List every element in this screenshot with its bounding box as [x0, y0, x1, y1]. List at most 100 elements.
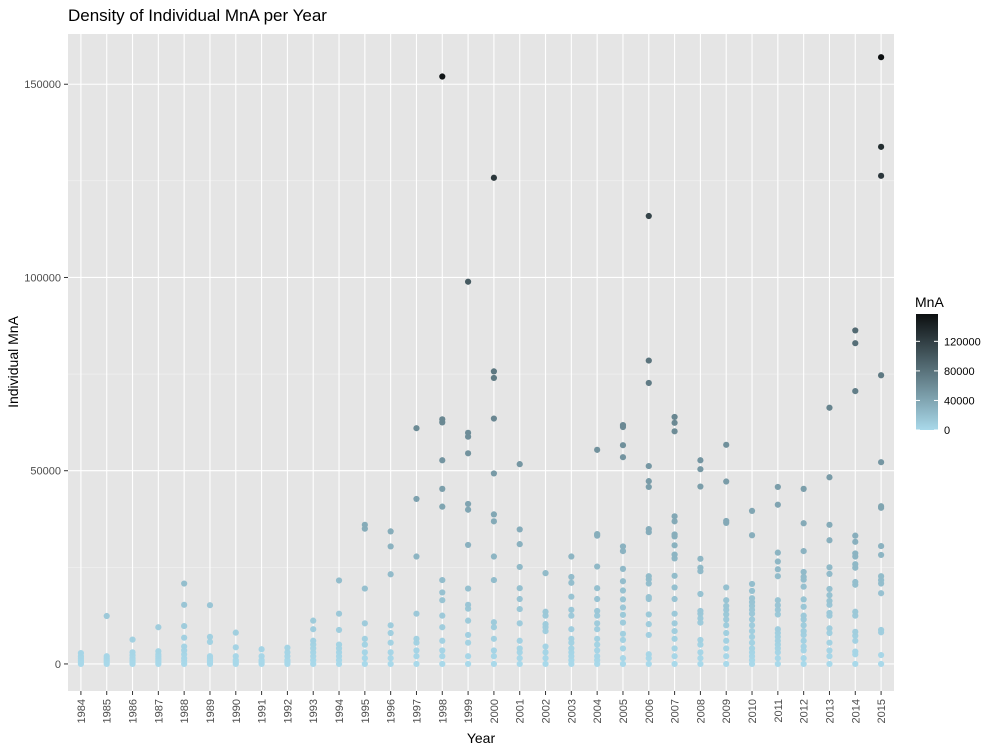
x-tick-label: 2013 — [824, 699, 836, 723]
data-point — [129, 649, 136, 656]
data-point — [774, 558, 781, 565]
x-tick-label: 2011 — [773, 699, 785, 723]
x-axis-ticks: 1984 1985 1986 1987 1988 1989 1990 1991 1992 1993… — [76, 691, 888, 723]
data-point — [619, 454, 627, 461]
data-point — [619, 565, 627, 572]
data-point — [723, 597, 730, 604]
data-point — [361, 641, 368, 648]
data-point — [852, 648, 859, 655]
data-point — [619, 543, 627, 550]
data-point — [568, 626, 575, 633]
data-point — [671, 428, 678, 435]
data-point — [490, 624, 498, 631]
legend-ticks: 0 40000 80000 120000 — [916, 336, 981, 437]
data-point — [464, 617, 472, 624]
x-tick-label: 2003 — [566, 699, 578, 723]
data-point — [387, 622, 394, 629]
data-point — [774, 655, 781, 662]
data-point — [464, 660, 472, 668]
data-point — [697, 555, 704, 562]
data-point — [826, 660, 833, 668]
data-point — [723, 441, 730, 448]
data-point — [232, 629, 239, 636]
data-point — [464, 601, 472, 608]
x-tick-label: 1998 — [437, 699, 449, 723]
data-point — [619, 587, 627, 594]
data-point — [774, 606, 781, 613]
data-point — [800, 627, 807, 635]
data-point — [671, 610, 678, 617]
data-point — [697, 649, 704, 656]
data-point — [516, 541, 523, 548]
data-point — [464, 500, 472, 508]
x-tick-label: 2006 — [644, 699, 656, 723]
data-point — [594, 446, 601, 453]
data-point — [413, 653, 420, 660]
data-point — [516, 461, 523, 468]
data-point — [413, 495, 420, 503]
y-axis-ticks: 0 50000 100000 150000 — [24, 79, 68, 671]
data-point — [645, 379, 652, 387]
data-point — [826, 609, 833, 617]
data-point — [826, 474, 833, 481]
data-point — [335, 610, 343, 617]
data-point — [258, 646, 265, 653]
data-point — [568, 593, 575, 600]
data-point — [800, 612, 807, 619]
data-point — [748, 633, 756, 640]
data-point — [774, 626, 781, 633]
data-point — [619, 611, 627, 618]
data-point — [413, 660, 420, 668]
data-point — [361, 521, 368, 528]
data-point — [774, 566, 781, 573]
data-point — [774, 611, 781, 618]
data-point — [852, 637, 859, 644]
data-point — [155, 648, 162, 655]
data-point — [542, 660, 549, 668]
data-point — [516, 637, 523, 644]
data-point — [542, 570, 549, 577]
data-point — [568, 645, 575, 652]
data-point — [361, 635, 368, 642]
x-tick-label: 1994 — [334, 699, 346, 723]
x-tick-label: 2005 — [618, 699, 630, 723]
data-point — [877, 590, 885, 597]
data-point — [103, 612, 110, 620]
y-tick-label: 150000 — [24, 79, 61, 91]
data-point — [723, 478, 730, 485]
data-point — [723, 584, 730, 591]
data-point — [568, 553, 575, 560]
data-point — [671, 419, 678, 426]
data-point — [619, 619, 627, 626]
data-point — [748, 622, 756, 629]
data-point — [464, 541, 472, 549]
data-point — [852, 327, 859, 334]
x-tick-label: 2014 — [850, 699, 862, 723]
data-point — [568, 573, 575, 581]
data-point — [877, 372, 885, 379]
data-point — [594, 607, 601, 615]
data-point — [542, 608, 549, 615]
data-point — [645, 483, 652, 491]
data-point — [439, 637, 446, 644]
data-point — [723, 637, 730, 644]
x-tick-label: 2008 — [695, 699, 707, 723]
data-point — [645, 478, 652, 485]
data-point — [516, 655, 523, 662]
data-point — [671, 531, 678, 538]
data-point — [181, 601, 188, 608]
data-point — [852, 538, 859, 545]
data-point — [723, 660, 730, 668]
data-point — [852, 578, 859, 586]
data-point — [568, 579, 575, 586]
data-point — [852, 532, 859, 539]
y-axis-title: Individual MnA — [5, 315, 21, 407]
data-point — [284, 649, 291, 656]
data-point — [619, 636, 627, 644]
data-point — [387, 655, 394, 662]
x-tick-label: 1986 — [128, 699, 140, 723]
plot-background — [68, 34, 894, 691]
x-tick-label: 2002 — [541, 699, 553, 723]
data-point — [877, 503, 885, 510]
data-point — [748, 616, 756, 623]
